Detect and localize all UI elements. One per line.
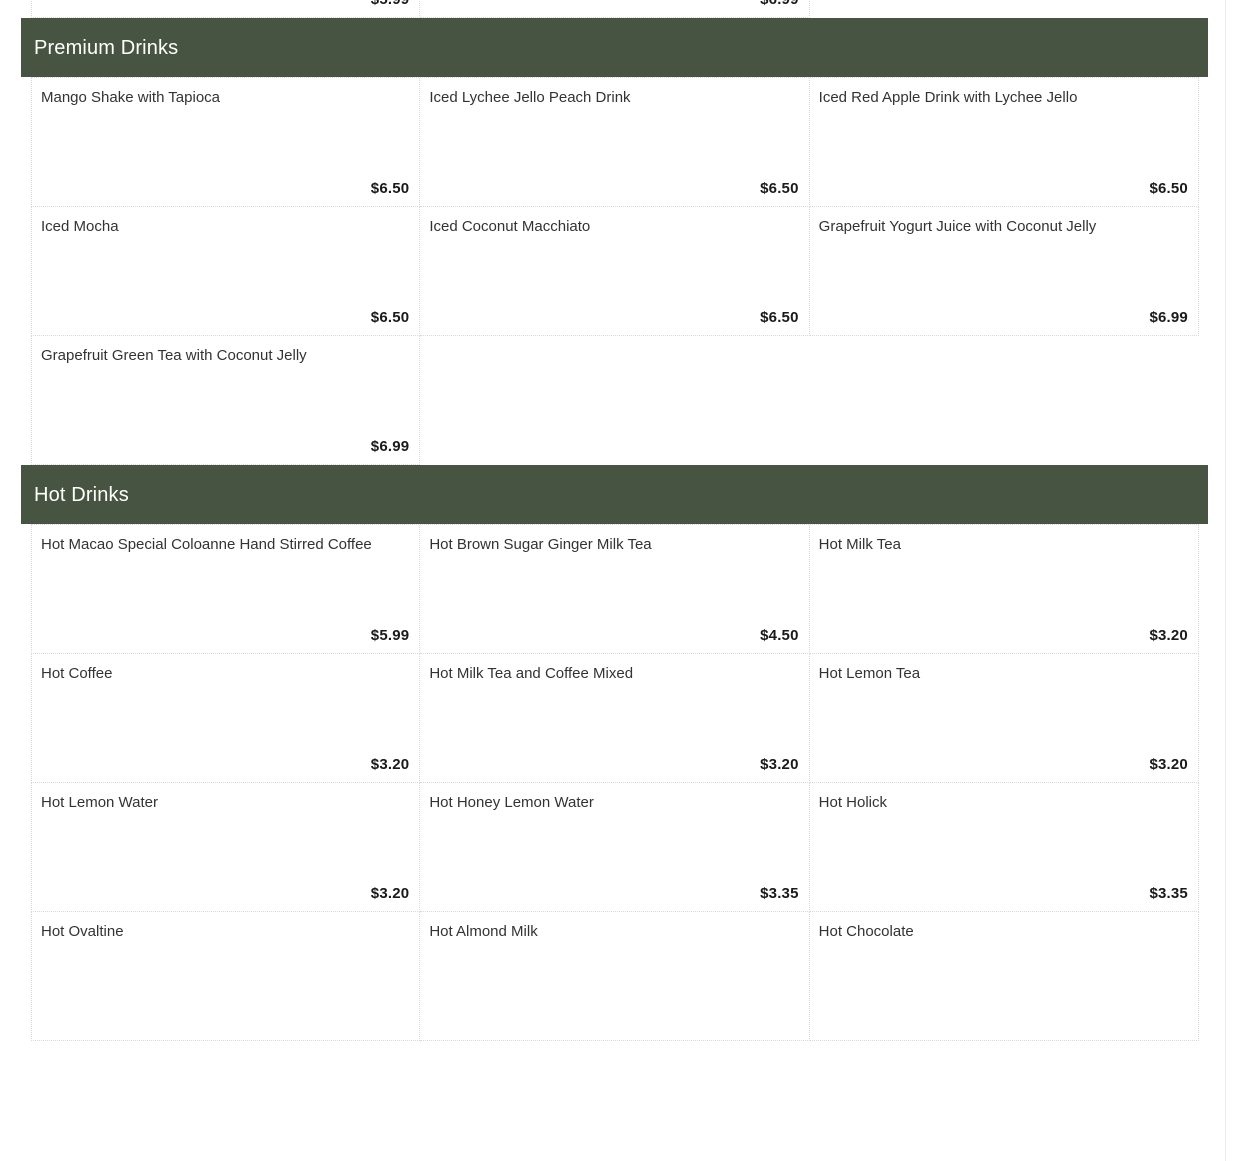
- menu-item-cell[interactable]: Iced Lychee Jello Peach Drink $6.50: [420, 78, 810, 207]
- menu-item-name: Hot Milk Tea and Coffee Mixed: [429, 665, 634, 682]
- menu-item-name: Grapefruit Green Tea with Coconut Jelly: [41, 347, 307, 364]
- menu-item-cell[interactable]: Iced Mocha $6.50: [31, 207, 421, 336]
- menu-item-name: Grapefruit Yogurt Juice with Coconut Jel…: [818, 218, 1097, 235]
- menu-item-empty-cell: [810, 336, 1199, 465]
- menu-item-name: Hot Macao Special Coloanne Hand Stirred …: [41, 536, 372, 553]
- menu-item-name: Iced Coconut Macchiato: [429, 218, 591, 235]
- menu-item-cell[interactable]: Hot Milk Tea and Coffee Mixed $3.20: [420, 654, 810, 783]
- menu-item-cell[interactable]: Hot Lemon Tea $3.20: [809, 654, 1199, 783]
- menu-item-cell[interactable]: Hot Macao Special Coloanne Hand Stirred …: [31, 525, 421, 654]
- menu-item-cell[interactable]: Hot Holick $3.35: [809, 783, 1199, 912]
- section-header-hot-drinks: Hot Drinks: [21, 465, 1208, 524]
- menu-item-empty-cell: [420, 336, 809, 465]
- menu-section-hot-drinks: Hot Drinks Hot Macao Special Coloanne Han…: [0, 465, 1250, 1041]
- menu-item-empty-cell: [810, 0, 1199, 18]
- menu-item-cell[interactable]: Hot Coffee $3.20: [31, 654, 421, 783]
- menu-item-name: Hot Lemon Water: [41, 794, 158, 811]
- menu-item-name: Iced Mocha: [41, 218, 119, 235]
- menu-item-price: $6.99: [760, 0, 799, 8]
- menu-item-cell[interactable]: Hot Chocolate: [809, 912, 1199, 1041]
- menu-item-name: Iced Red Apple Drink with Lychee Jello: [818, 89, 1078, 106]
- menu-item-price: $3.20: [370, 885, 410, 902]
- menu-item-name: Hot Lemon Tea: [818, 665, 921, 682]
- menu-item-cell[interactable]: Hot Ovaltine: [31, 912, 421, 1041]
- menu-item-price: $6.50: [370, 180, 410, 197]
- menu-item-name: Mango Shake with Tapioca: [41, 89, 221, 106]
- menu-section-premium-drinks: Premium Drinks Mango Shake with Tapioca $6…: [0, 18, 1250, 465]
- section-title: Hot Drinks: [34, 483, 129, 506]
- menu-item-price: $6.99: [370, 438, 410, 455]
- menu-item-name: Hot Chocolate: [818, 923, 914, 940]
- menu-item-cell[interactable]: Hot Lemon Water $3.20: [31, 783, 421, 912]
- menu-item-cell[interactable]: Iced Coconut Macchiato $6.50: [420, 207, 810, 336]
- menu-item-cell[interactable]: Grapefruit Yogurt Juice with Coconut Jel…: [809, 207, 1199, 336]
- menu-item-price: $3.20: [370, 756, 410, 773]
- section-title: Premium Drinks: [34, 36, 179, 59]
- menu-item-price: $6.50: [760, 180, 799, 197]
- menu-item-name: Hot Coffee: [41, 665, 113, 682]
- menu-item-price: $6.99: [1149, 309, 1188, 326]
- menu-item-cell[interactable]: Hot Almond Milk: [420, 912, 810, 1041]
- menu-item-price: $3.20: [1149, 627, 1188, 644]
- menu-item-name: Hot Honey Lemon Water: [429, 794, 594, 811]
- menu-item-name: Hot Ovaltine: [41, 923, 124, 940]
- menu-item-price: $5.99: [370, 627, 410, 644]
- menu-item-name: Hot Milk Tea: [818, 536, 901, 553]
- section-header-premium-drinks: Premium Drinks: [21, 18, 1208, 77]
- menu-item-cell[interactable]: Grapefruit Green Tea with Coconut Jelly $…: [31, 336, 421, 465]
- menu-item-price: $5.99: [371, 0, 410, 8]
- menu-item-price: $3.35: [1149, 885, 1188, 902]
- menu-item-price: $3.35: [760, 885, 799, 902]
- menu-item-name: Hot Brown Sugar Ginger Milk Tea: [429, 536, 652, 553]
- menu-item-name: Iced Lychee Jello Peach Drink: [429, 89, 631, 106]
- page-edge-divider: [1225, 0, 1226, 1161]
- menu-items-grid: Hot Macao Special Coloanne Hand Stirred …: [31, 524, 1199, 1041]
- menu-item-name: Hot Holick: [818, 794, 888, 811]
- menu-items-grid: Mango Shake with Tapioca $6.50 Iced Lychee…: [31, 77, 1199, 465]
- menu-item-price: $6.50: [760, 309, 799, 326]
- menu-item-cell[interactable]: Hot Milk Tea $3.20: [809, 525, 1199, 654]
- menu-item-cell[interactable]: Iced Red Apple Drink with Lychee Jello $6…: [809, 78, 1199, 207]
- menu-item-cell[interactable]: Hot Honey Lemon Water $3.35: [420, 783, 810, 912]
- menu-item-price: $6.50: [370, 309, 410, 326]
- menu-item-name: Hot Almond Milk: [429, 923, 538, 940]
- menu-item-cell[interactable]: Mango Shake with Tapioca $6.50: [31, 78, 421, 207]
- menu-item-cell[interactable]: Hot Brown Sugar Ginger Milk Tea $4.50: [420, 525, 810, 654]
- menu-item-price: $3.20: [1149, 756, 1188, 773]
- menu-item-price: $6.50: [1149, 180, 1188, 197]
- menu-item-price: $3.20: [760, 756, 799, 773]
- menu-item-price: $4.50: [760, 627, 799, 644]
